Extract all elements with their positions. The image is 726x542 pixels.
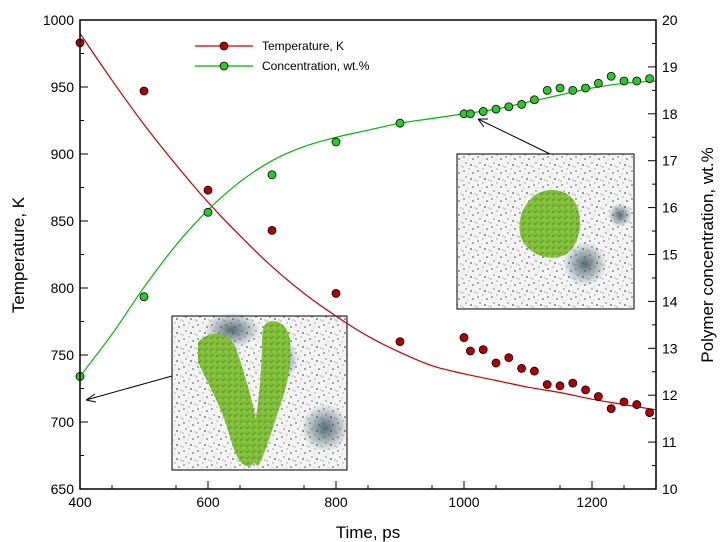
legend-conc-marker — [219, 61, 229, 71]
temperature-point — [594, 392, 603, 401]
legend-conc-label: Concentration, wt.% — [262, 59, 370, 73]
temperature-point — [606, 404, 616, 414]
temperature-point — [267, 225, 277, 235]
concentration-point — [594, 78, 603, 88]
x-axis-title: Time, ps — [336, 523, 401, 542]
x-tick-label: 1000 — [448, 494, 479, 510]
temperature-point — [568, 378, 578, 388]
legend-temp-label: Temperature, K — [262, 39, 344, 53]
right-y-tick-label: 13 — [662, 340, 678, 356]
concentration-fit-curve — [79, 80, 657, 377]
temperature-point — [203, 185, 213, 195]
right-y-tick-label: 19 — [662, 59, 678, 75]
concentration-point — [491, 104, 501, 114]
left-y-tick-label: 850 — [51, 213, 75, 229]
concentration-point — [139, 292, 149, 302]
legend: Temperature, K Concentration, wt.% — [195, 39, 370, 73]
concentration-point — [517, 100, 526, 109]
temperature-point — [517, 363, 526, 373]
temperature-point — [645, 408, 654, 418]
right-y-tick-label: 16 — [662, 200, 678, 216]
inset-image-1 — [171, 312, 349, 471]
temperature-point — [478, 345, 488, 355]
inset-image-2 — [456, 153, 635, 310]
left-y-tick-label: 950 — [51, 79, 75, 95]
right-y-axis-title: Polymer concentration, wt.% — [698, 147, 717, 362]
temperature-point — [530, 366, 539, 376]
temperature-point — [491, 358, 501, 368]
temperature-point — [459, 333, 469, 342]
left-y-tick-label: 750 — [51, 347, 75, 363]
left-y-tick-label: 700 — [51, 414, 75, 430]
left-y-axis-title: Temperature, K — [9, 196, 28, 313]
concentration-point — [203, 207, 213, 217]
concentration-point — [645, 74, 654, 84]
x-axis: 400 600 800 1000 1200 — [68, 481, 625, 510]
concentration-point — [619, 76, 629, 86]
right-y-tick-label: 11 — [662, 434, 677, 450]
right-y-tick-label: 10 — [662, 481, 678, 497]
temperature-point — [465, 346, 475, 356]
right-y-tick-label: 17 — [662, 153, 678, 169]
concentration-point — [542, 85, 552, 95]
temperature-point — [555, 381, 565, 391]
x-tick-label: 400 — [68, 494, 92, 510]
temperature-point — [581, 385, 590, 395]
arrow-inset-1 — [85, 375, 173, 401]
concentration-point — [504, 102, 514, 112]
left-y-axis: 650 700 750 800 850 900 950 1000 — [43, 12, 88, 497]
concentration-point — [267, 170, 277, 180]
right-y-tick-label: 15 — [662, 247, 678, 263]
left-y-tick-label: 900 — [51, 146, 75, 162]
concentration-points — [75, 71, 654, 381]
right-y-tick-label: 14 — [662, 293, 678, 309]
concentration-point — [395, 118, 405, 128]
temperature-fit-curve — [79, 33, 657, 411]
temperature-point — [395, 337, 405, 347]
inset-arrows — [85, 118, 551, 403]
concentration-point — [555, 83, 565, 93]
concentration-point — [568, 85, 578, 95]
x-tick-label: 1200 — [576, 494, 607, 510]
concentration-point — [581, 83, 590, 93]
left-y-tick-label: 650 — [51, 481, 75, 497]
concentration-point — [606, 71, 616, 81]
concentration-point — [478, 107, 488, 116]
temperature-point — [632, 400, 642, 409]
right-y-axis: 10 11 12 13 14 15 16 17 18 19 20 — [648, 12, 678, 497]
right-y-tick-label: 12 — [662, 387, 678, 403]
right-y-tick-label: 18 — [662, 106, 678, 122]
arrow-inset-2 — [477, 118, 551, 155]
left-y-tick-label: 1000 — [43, 12, 74, 28]
temperature-point — [542, 380, 552, 389]
concentration-point — [530, 95, 539, 105]
x-tick-label: 600 — [196, 494, 220, 510]
temperature-point — [331, 288, 341, 298]
right-y-tick-label: 20 — [662, 12, 678, 28]
temperature-points — [75, 38, 654, 418]
temperature-point — [504, 353, 514, 363]
left-y-tick-label: 800 — [51, 280, 75, 296]
legend-temp-marker — [219, 41, 229, 51]
concentration-point — [331, 137, 341, 147]
temperature-point — [619, 397, 629, 407]
concentration-point — [632, 76, 642, 86]
temperature-point — [139, 86, 149, 96]
x-tick-label: 800 — [324, 494, 348, 510]
concentration-point — [465, 109, 475, 119]
